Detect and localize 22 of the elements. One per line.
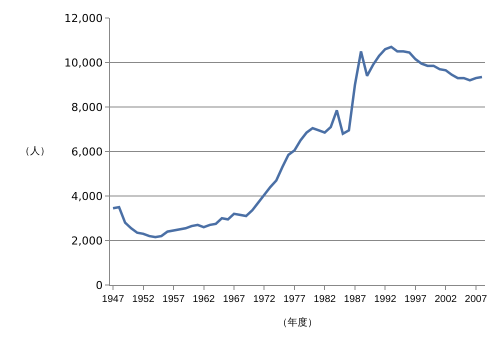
x-tick-label: 1992	[374, 294, 397, 305]
x-tick-label: 1982	[314, 294, 336, 305]
x-tick-label: 1952	[132, 294, 155, 305]
y-tick-label: 12,000	[64, 12, 103, 25]
x-tick-label: 1977	[283, 294, 306, 305]
x-tick-label: 2002	[434, 294, 458, 305]
x-tick-label: 1947	[102, 294, 125, 305]
y-tick-label: 10,000	[64, 56, 103, 70]
x-tick-label: 1967	[222, 294, 246, 305]
y-axis-title: （人）	[20, 146, 50, 157]
x-tick-label: 1997	[404, 294, 427, 305]
y-tick-label: 8,000	[71, 100, 103, 114]
x-tick-label: 1987	[344, 294, 367, 305]
y-tick-label: 6,000	[71, 145, 103, 158]
y-tick-label: 4,000	[71, 190, 103, 203]
x-tick-label: 1962	[192, 294, 216, 305]
x-tick-label: 2007	[464, 294, 488, 305]
y-tick-label: 2,000	[71, 234, 103, 248]
x-tick-label: 1972	[253, 294, 276, 305]
x-tick-label: 1957	[162, 294, 186, 305]
y-tick-label: 0	[96, 278, 103, 292]
x-axis-title: （年度）	[278, 316, 318, 328]
